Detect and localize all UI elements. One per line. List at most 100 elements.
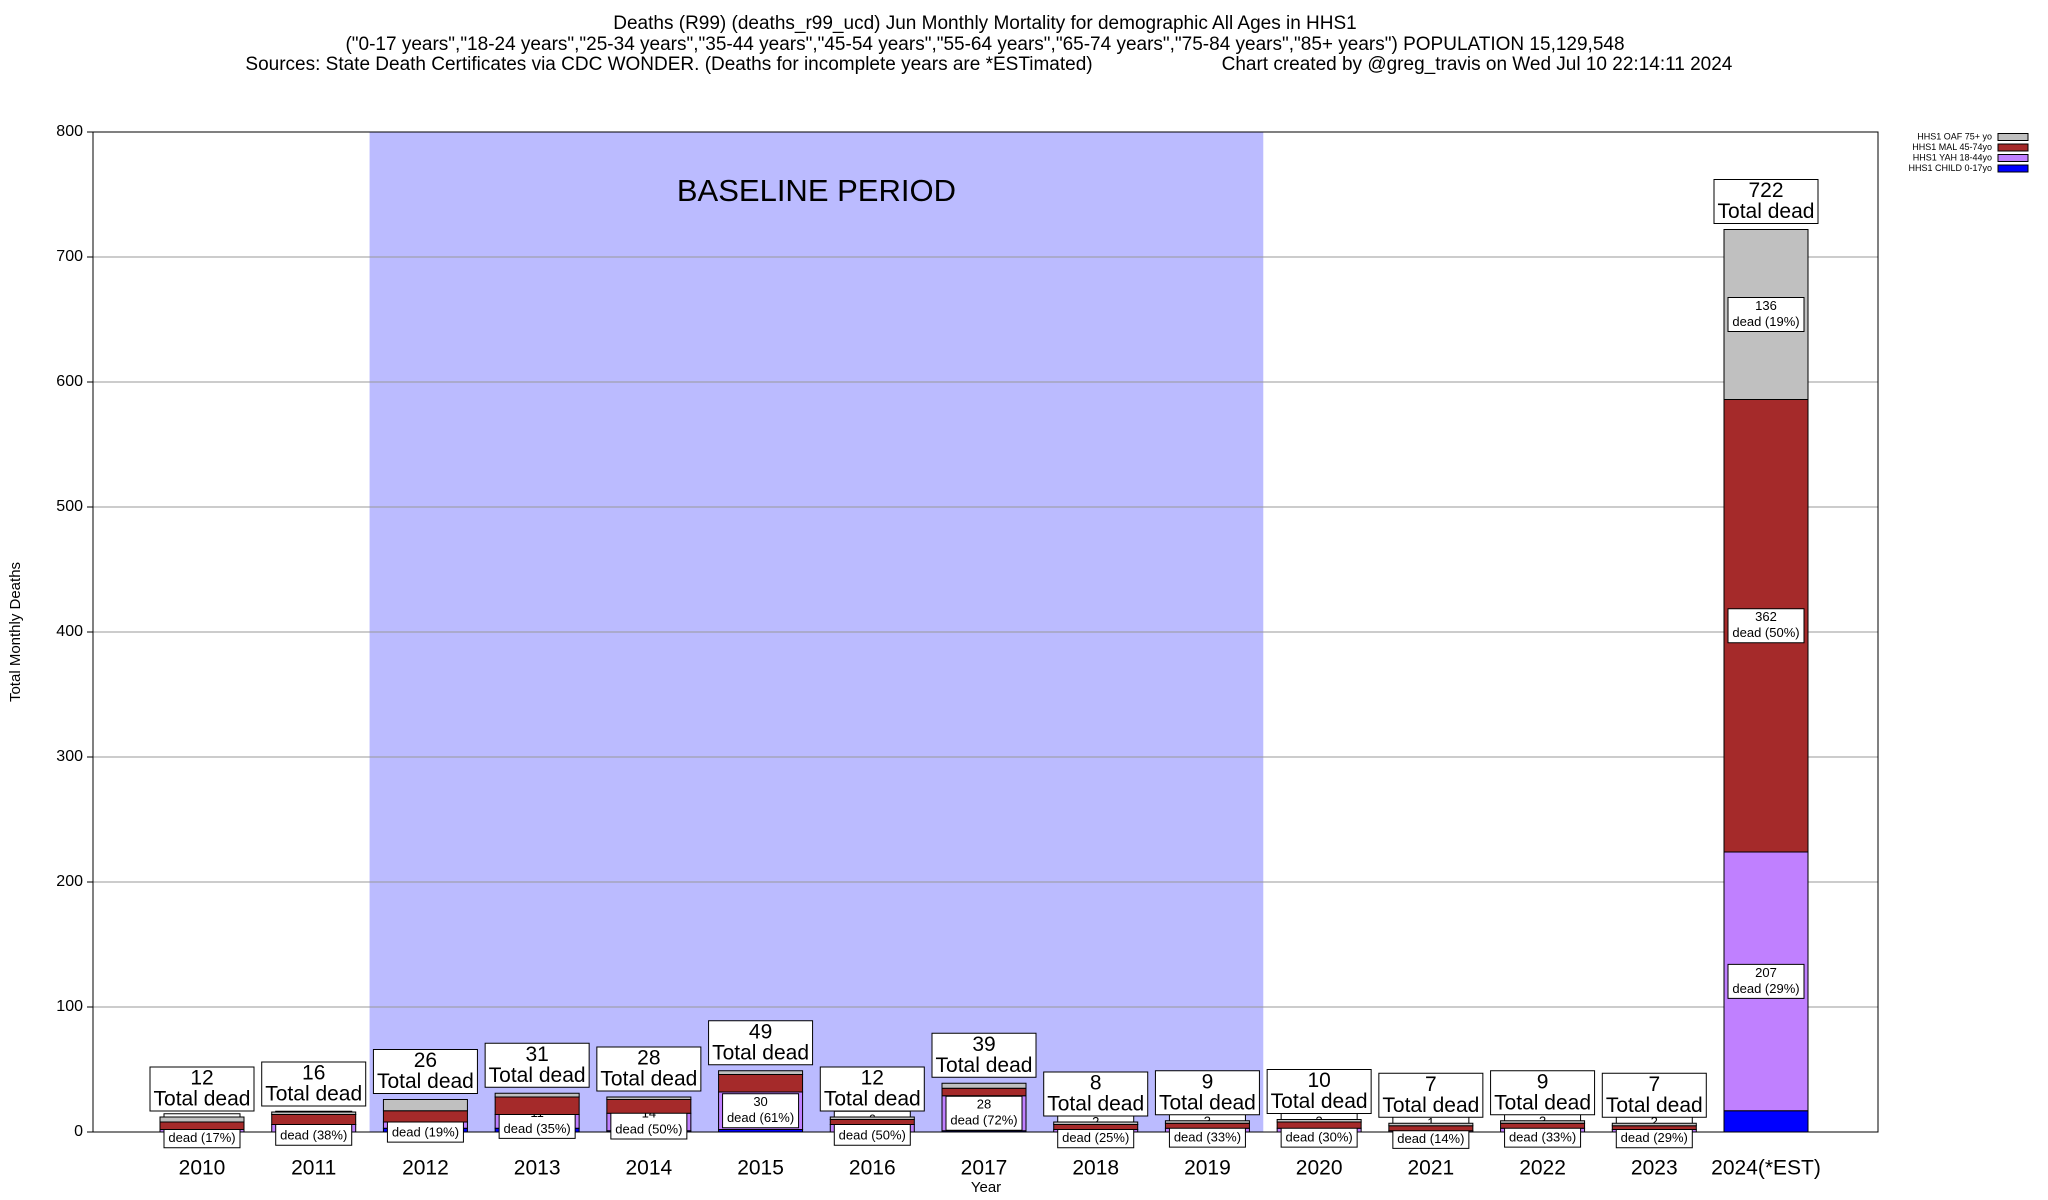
x-tick-label: 2013 bbox=[514, 1157, 561, 1180]
bar-segment bbox=[1388, 1125, 1474, 1132]
segment-note: dead (29%) bbox=[1621, 1130, 1688, 1145]
y-tick-label: 0 bbox=[74, 1123, 83, 1140]
total-value: 26 bbox=[414, 1049, 437, 1072]
bar-segment bbox=[1500, 1122, 1586, 1129]
total-value: 9 bbox=[1537, 1070, 1549, 1093]
segment-value-label: 207 bbox=[1755, 965, 1777, 980]
legend-swatch bbox=[1997, 164, 2029, 173]
segment-value-label: 28 bbox=[977, 1097, 991, 1112]
total-caption: Total dead bbox=[489, 1064, 586, 1087]
bar-segment bbox=[606, 1096, 692, 1100]
segment-label-box bbox=[1504, 1112, 1582, 1148]
total-caption: Total dead bbox=[600, 1068, 697, 1091]
y-tick-label: 200 bbox=[56, 873, 83, 890]
x-axis-label: Year bbox=[971, 1179, 1001, 1196]
x-tick-label: 2014 bbox=[625, 1157, 672, 1180]
segment-value-label: 136 bbox=[1755, 298, 1777, 313]
bar-segment bbox=[941, 1087, 1027, 1097]
total-label-box bbox=[1490, 1070, 1596, 1116]
bar-segment bbox=[1388, 1122, 1474, 1127]
bar-segment bbox=[1053, 1121, 1139, 1125]
segment-note: dead (33%) bbox=[1174, 1130, 1241, 1145]
segment-note: dead (61%) bbox=[727, 1110, 794, 1125]
total-caption: Total dead bbox=[1159, 1091, 1256, 1114]
bar-segment bbox=[829, 1119, 915, 1125]
legend-swatch bbox=[1997, 133, 2029, 141]
total-caption: Total dead bbox=[1718, 200, 1815, 223]
total-caption: Total dead bbox=[824, 1088, 921, 1111]
segment-note: dead (33%) bbox=[1509, 1130, 1576, 1145]
bar-segment bbox=[159, 1116, 245, 1123]
total-value: 8 bbox=[1090, 1072, 1102, 1095]
chart-title: Deaths (R99) (deaths_r99_ucd) Jun Monthl… bbox=[613, 13, 1356, 34]
x-tick-label: 2015 bbox=[737, 1157, 784, 1180]
segment-label-box bbox=[1057, 1113, 1135, 1149]
bar-segment bbox=[1611, 1122, 1697, 1127]
segment-note: dead (30%) bbox=[1286, 1130, 1353, 1145]
total-label-box bbox=[1378, 1072, 1484, 1118]
bar-segment bbox=[271, 1114, 357, 1125]
total-label-box bbox=[484, 1042, 590, 1088]
total-caption: Total dead bbox=[1494, 1091, 1591, 1114]
segment-note: dead (17%) bbox=[168, 1130, 235, 1145]
total-value: 9 bbox=[1202, 1070, 1214, 1093]
total-value: 722 bbox=[1748, 179, 1783, 202]
legend-label: HHS1 YAH 18-44yo bbox=[1913, 152, 1992, 162]
total-label-box bbox=[1601, 1072, 1707, 1118]
y-tick-label: 800 bbox=[56, 123, 83, 140]
total-label-box bbox=[931, 1032, 1037, 1078]
bar-segment bbox=[1164, 1122, 1250, 1129]
legend-label: HHS1 CHILD 0-17yo bbox=[1908, 163, 1992, 173]
x-tick-label: 2010 bbox=[179, 1157, 226, 1180]
segment-label-box bbox=[1727, 963, 1805, 999]
segment-label-box bbox=[1392, 1113, 1470, 1149]
segment-label-box bbox=[1615, 1113, 1693, 1149]
bar-segment bbox=[382, 1099, 468, 1112]
bar-segment bbox=[382, 1110, 468, 1123]
total-value: 49 bbox=[749, 1020, 772, 1043]
x-tick-label: 2023 bbox=[1631, 1157, 1678, 1180]
chart-source: Sources: State Death Certificates via CD… bbox=[245, 54, 1092, 75]
segment-note: dead (72%) bbox=[950, 1113, 1017, 1128]
y-tick-label: 100 bbox=[56, 998, 83, 1015]
total-value: 7 bbox=[1648, 1073, 1660, 1096]
bar-segment bbox=[1723, 1110, 1809, 1133]
segment-note: dead (50%) bbox=[839, 1128, 906, 1143]
baseline-label: BASELINE PERIOD bbox=[677, 173, 956, 208]
total-label-box bbox=[1154, 1070, 1260, 1116]
bar-segment bbox=[1276, 1121, 1362, 1129]
x-tick-label: 2019 bbox=[1184, 1157, 1231, 1180]
x-tick-label: 2017 bbox=[961, 1157, 1008, 1180]
segment-value-label: 362 bbox=[1755, 609, 1777, 624]
total-caption: Total dead bbox=[1606, 1094, 1703, 1117]
total-label-box bbox=[1266, 1069, 1372, 1114]
x-tick-label: 2020 bbox=[1296, 1157, 1343, 1180]
y-tick-label: 400 bbox=[56, 623, 83, 640]
y-tick-label: 300 bbox=[56, 748, 83, 765]
total-caption: Total dead bbox=[265, 1083, 362, 1106]
total-label-box bbox=[708, 1020, 814, 1066]
segment-label-box bbox=[945, 1095, 1023, 1131]
total-label-box bbox=[372, 1049, 478, 1094]
total-value: 12 bbox=[861, 1067, 884, 1090]
segment-label-box bbox=[1280, 1112, 1358, 1148]
segment-value-label: 30 bbox=[753, 1094, 767, 1109]
legend-label: HHS1 OAF 75+ yo bbox=[1917, 131, 1992, 141]
x-tick-label: 2011 bbox=[291, 1157, 336, 1180]
chart-subtitle: ("0-17 years","18-24 years","25-34 years… bbox=[345, 34, 1624, 55]
segment-note: dead (14%) bbox=[1397, 1131, 1464, 1146]
total-value: 12 bbox=[190, 1067, 213, 1090]
x-tick-label: 2016 bbox=[849, 1157, 896, 1180]
bar-segment bbox=[829, 1116, 915, 1120]
bar-segment bbox=[159, 1121, 245, 1130]
x-tick-label: 2021 bbox=[1407, 1157, 1454, 1180]
bar-segment bbox=[271, 1111, 357, 1115]
bar-segment bbox=[1164, 1120, 1250, 1124]
total-caption: Total dead bbox=[712, 1041, 809, 1064]
total-label-box bbox=[1043, 1071, 1149, 1117]
total-caption: Total dead bbox=[1047, 1093, 1144, 1116]
bar-segment bbox=[494, 1096, 580, 1115]
segment-value-label: 2 bbox=[1651, 1114, 1658, 1129]
total-caption: Total dead bbox=[936, 1054, 1033, 1077]
